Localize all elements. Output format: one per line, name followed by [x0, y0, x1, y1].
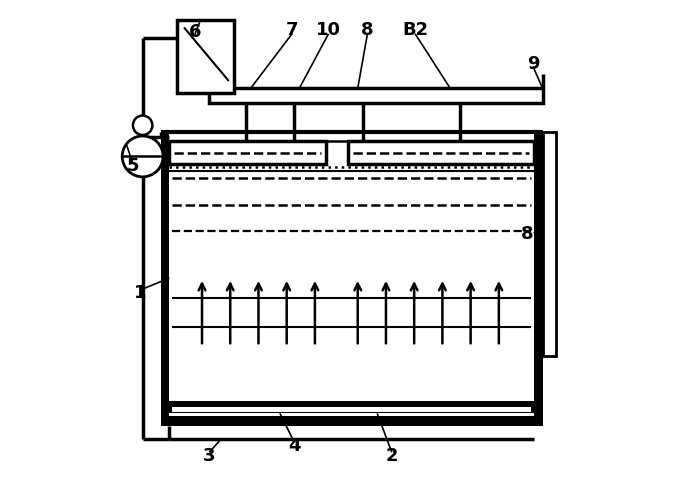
- Text: 6: 6: [189, 23, 201, 41]
- Text: 5: 5: [127, 157, 139, 175]
- Bar: [169, 401, 534, 413]
- Text: 7: 7: [286, 21, 299, 39]
- Bar: [534, 132, 543, 427]
- Circle shape: [133, 116, 152, 135]
- Text: B2: B2: [402, 21, 428, 39]
- Bar: [169, 141, 326, 164]
- Text: 10: 10: [316, 21, 341, 39]
- Bar: [169, 132, 534, 416]
- Bar: [209, 88, 543, 103]
- Text: 81: 81: [521, 225, 546, 243]
- Text: 3: 3: [203, 447, 216, 465]
- Bar: [172, 407, 532, 412]
- Text: 4: 4: [288, 437, 301, 455]
- Text: 2: 2: [386, 447, 398, 465]
- Text: 9: 9: [527, 55, 539, 73]
- Bar: [177, 20, 234, 93]
- Bar: [543, 132, 556, 356]
- Circle shape: [122, 136, 163, 177]
- Bar: [161, 132, 169, 427]
- Text: 8: 8: [361, 21, 374, 39]
- Bar: [161, 416, 543, 427]
- Bar: [348, 141, 534, 164]
- Text: 1: 1: [134, 284, 146, 302]
